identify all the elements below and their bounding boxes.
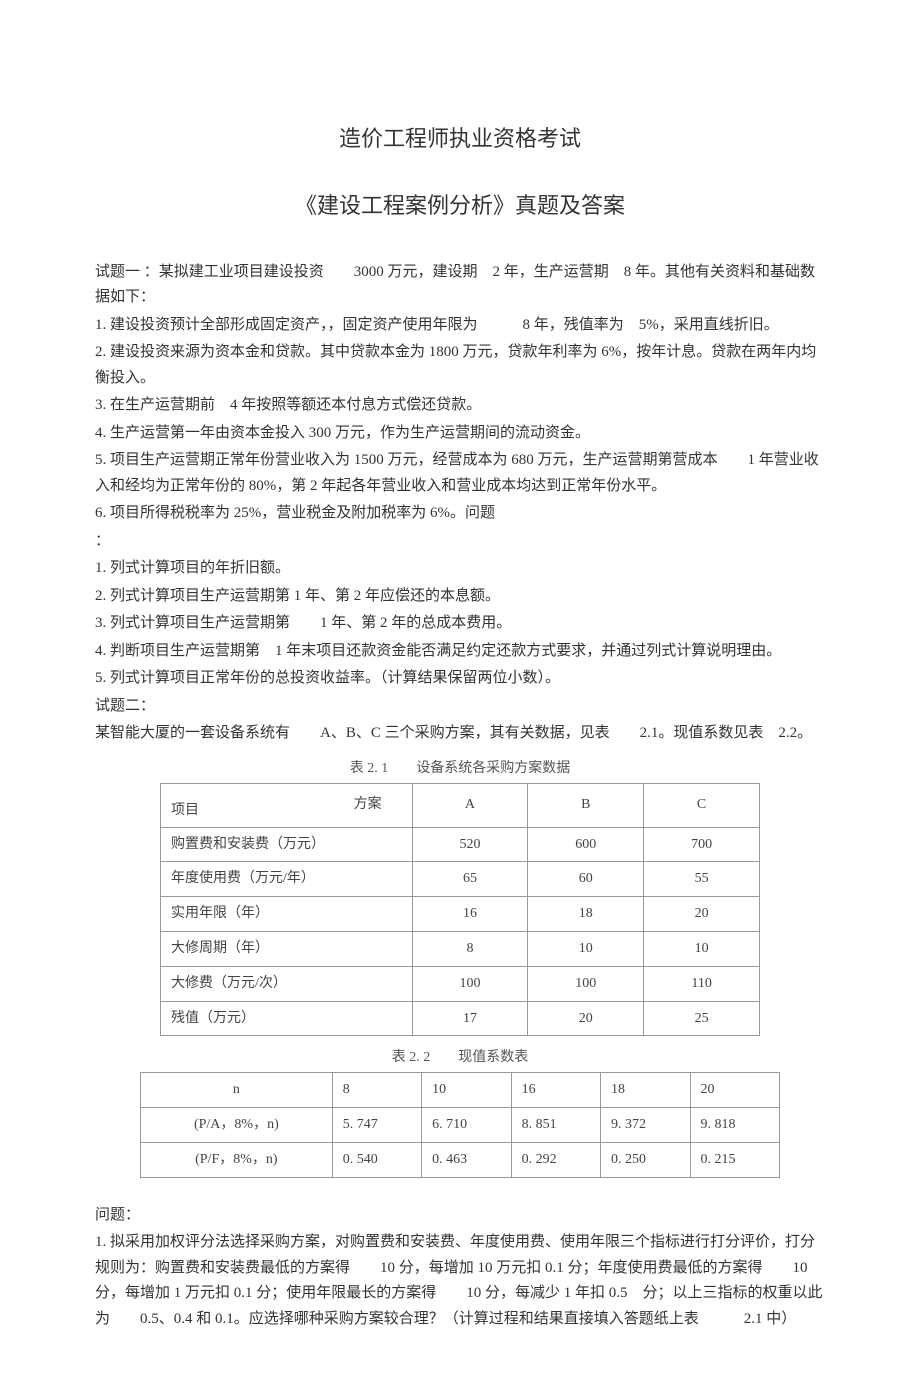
q2-intro: 某智能大厦的一套设备系统有 A、B、C 三个采购方案，其有关数据，见表 2.1。…	[95, 721, 825, 747]
table-22: n 8 10 16 18 20 (P/A，8%，n) 5. 747 6. 710…	[140, 1072, 780, 1177]
table-21: 方案 项目 A B C 购置费和安装费（万元） 520 600 700 年度使用…	[160, 783, 760, 1037]
q1-intro: 试题一 ：某拟建工业项目建设投资 3000 万元，建设期 2 年，生产运营期 8…	[95, 260, 825, 311]
t21-r4b: 10	[528, 931, 644, 966]
t21-r5b: 100	[528, 966, 644, 1001]
t21-r3b: 18	[528, 897, 644, 932]
t22-c3: 16	[511, 1073, 600, 1108]
t22-r1b: 6. 710	[422, 1107, 511, 1142]
t21-r2b: 60	[528, 862, 644, 897]
q1-a3: 3. 列式计算项目生产运营期第 1 年、第 2 年的总成本费用。	[95, 611, 825, 637]
q1-a5: 5. 列式计算项目正常年份的总投资收益率。（计算结果保留两位小数）。	[95, 666, 825, 692]
t21-r1l: 购置费和安装费（万元）	[161, 827, 413, 862]
t22-r1e: 9. 818	[690, 1107, 780, 1142]
t21-col-a: A	[412, 783, 528, 827]
t21-r2l: 年度使用费（万元/年）	[161, 862, 413, 897]
t22-r1a: 5. 747	[332, 1107, 421, 1142]
q1-p3: 3. 在生产运营期前 4 年按照等额还本付息方式偿还贷款。	[95, 393, 825, 419]
t22-r2d: 0. 250	[601, 1142, 690, 1177]
t21-r3l: 实用年限（年）	[161, 897, 413, 932]
t22-r2a: 0. 540	[332, 1142, 421, 1177]
t22-r2l: (P/F，8%，n)	[141, 1142, 333, 1177]
t21-r1b: 600	[528, 827, 644, 862]
q2-header: 试题二：	[95, 694, 825, 720]
t22-r1c: 8. 851	[511, 1107, 600, 1142]
t21-r3a: 16	[412, 897, 528, 932]
t22-r2b: 0. 463	[422, 1142, 511, 1177]
t21-h-item: 项目	[171, 799, 199, 823]
t21-r4l: 大修周期（年）	[161, 931, 413, 966]
t21-r2a: 65	[412, 862, 528, 897]
t21-r5a: 100	[412, 966, 528, 1001]
q2-qheader: 问题：	[95, 1203, 825, 1229]
t22-r2e: 0. 215	[690, 1142, 780, 1177]
table22-caption: 表 2. 2 现值系数表	[95, 1046, 825, 1070]
t22-c1: 8	[332, 1073, 421, 1108]
t21-r4c: 10	[644, 931, 760, 966]
t21-r6c: 25	[644, 1001, 760, 1036]
q1-p2: 2. 建设投资来源为资本金和贷款。其中贷款本金为 1800 万元，贷款年利率为 …	[95, 340, 825, 391]
t22-r2c: 0. 292	[511, 1142, 600, 1177]
q1-a4: 4. 判断项目生产运营期第 1 年末项目还款资金能否满足约定还款方式要求，并通过…	[95, 639, 825, 665]
t21-r5c: 110	[644, 966, 760, 1001]
q1-p6: 6. 项目所得税税率为 25%，营业税金及附加税率为 6%。问题	[95, 501, 825, 527]
t22-c2: 10	[422, 1073, 511, 1108]
q1-p1: 1. 建设投资预计全部形成固定资产，，固定资产使用年限为 8 年，残值率为 5%…	[95, 313, 825, 339]
t21-r2c: 55	[644, 862, 760, 897]
title-main: 造价工程师执业资格考试	[95, 120, 825, 157]
t21-r5l: 大修费（万元/次）	[161, 966, 413, 1001]
q1-p5: 5. 项目生产运营期正常年份营业收入为 1500 万元，经营成本为 680 万元…	[95, 448, 825, 499]
t21-col-b: B	[528, 783, 644, 827]
title-sub: 《建设工程案例分析》真题及答案	[95, 187, 825, 224]
q1-a2: 2. 列式计算项目生产运营期第 1 年、第 2 年应偿还的本息额。	[95, 584, 825, 610]
t21-r6l: 残值（万元）	[161, 1001, 413, 1036]
t21-header-left: 方案 项目	[161, 783, 413, 827]
t22-c5: 20	[690, 1073, 780, 1108]
t21-r6b: 20	[528, 1001, 644, 1036]
t21-r1c: 700	[644, 827, 760, 862]
t21-r6a: 17	[412, 1001, 528, 1036]
q1-p7: ：	[95, 529, 825, 555]
t21-r1a: 520	[412, 827, 528, 862]
q1-a1: 1. 列式计算项目的年折旧额。	[95, 556, 825, 582]
t22-r1l: (P/A，8%，n)	[141, 1107, 333, 1142]
t21-col-c: C	[644, 783, 760, 827]
t21-r4a: 8	[412, 931, 528, 966]
t22-nh: n	[141, 1073, 333, 1108]
t21-r3c: 20	[644, 897, 760, 932]
table21-caption: 表 2. 1 设备系统各采购方案数据	[95, 757, 825, 781]
q2-qp1: 1. 拟采用加权评分法选择采购方案，对购置费和安装费、年度使用费、使用年限三个指…	[95, 1230, 825, 1332]
q1-p4: 4. 生产运营第一年由资本金投入 300 万元，作为生产运营期间的流动资金。	[95, 421, 825, 447]
t22-c4: 18	[601, 1073, 690, 1108]
t21-h-plan: 方案	[354, 797, 382, 812]
t22-r1d: 9. 372	[601, 1107, 690, 1142]
